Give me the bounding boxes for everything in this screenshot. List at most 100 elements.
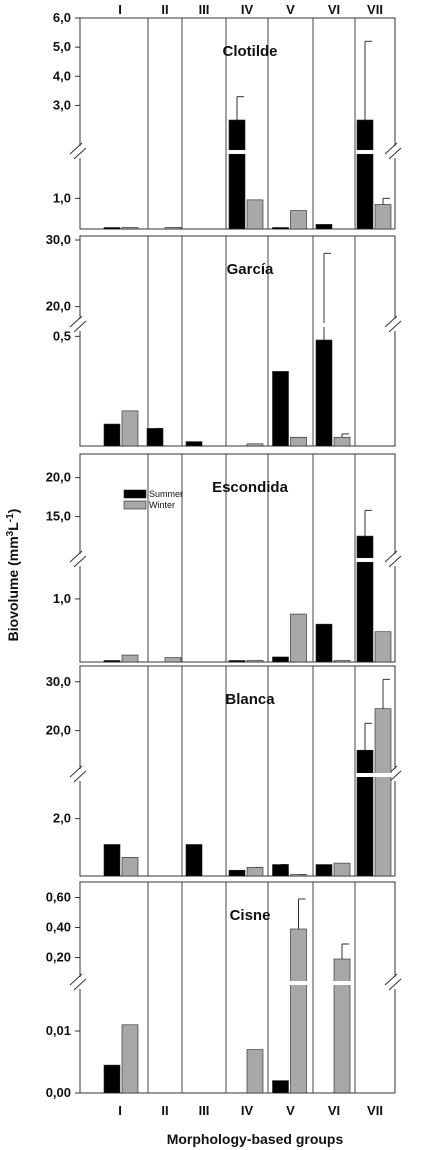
y-tick-label: 0,40 [46, 920, 71, 935]
summer-bar-IV [228, 119, 246, 230]
axis-break-gap [386, 146, 404, 158]
winter-bar-IV [246, 660, 264, 663]
summer-bar-VI [315, 224, 333, 230]
axis-break-mark [384, 142, 398, 155]
y-tick-label: 15,0 [46, 509, 71, 524]
summer-bar-I [103, 423, 121, 447]
top-group-label: IV [241, 2, 254, 17]
summer-bar-I [103, 844, 121, 877]
top-group-label: VI [328, 2, 340, 17]
winter-bar-VI [333, 958, 351, 1094]
winter-bar-IV [246, 443, 264, 447]
y-tick-label: 30,0 [46, 232, 71, 247]
bottom-group-label: VII [367, 1103, 383, 1118]
axis-break-mark [73, 770, 87, 783]
summer-bar-VII [356, 535, 374, 663]
summer-bar-break [228, 150, 246, 154]
bottom-group-labels: I II III IV V VI VII [118, 1103, 383, 1118]
top-group-label: VII [367, 2, 383, 17]
y-tick-label: 20,0 [46, 299, 71, 314]
summer-bar-break [356, 150, 374, 154]
winter-bar-V [290, 928, 307, 1094]
bottom-group-label: II [161, 1103, 168, 1118]
summer-bar-V [272, 864, 289, 877]
bottom-group-label: III [199, 1103, 210, 1118]
winter-bar-I [121, 1024, 139, 1094]
legend-swatch [123, 489, 147, 499]
axis-break-gap [71, 977, 89, 989]
axis-break-mark [388, 147, 402, 160]
panel-title: Escondida [212, 479, 289, 496]
winter-bar-IV [246, 867, 264, 877]
panel-title: Clotilde [223, 43, 278, 60]
panel-title: Blanca [225, 691, 275, 708]
panels-layer: 1,0 6,0 5,0 4,0 3,0 Clotilde 0,5 30,0 20,0 García… [46, 10, 404, 1100]
winter-bar-VI [333, 660, 351, 663]
y-axis-title: Biovolume (mm3L-1) [5, 509, 22, 642]
top-group-label: V [286, 2, 295, 17]
panel-title: Cisne [230, 907, 271, 924]
axis-break-gap [71, 554, 89, 566]
y-tick-label: 0,01 [46, 1023, 71, 1038]
summer-bar-VII [356, 119, 374, 230]
bottom-group-label: I [118, 1103, 122, 1118]
panel-4: 0,01 0,00 0,60 0,40 0,20 Cisne [46, 881, 404, 1100]
axis-break-mark [69, 765, 83, 778]
summer-bar-VII [356, 749, 374, 877]
axis-break-mark [73, 147, 87, 160]
summer-bar-I [103, 227, 121, 230]
winter-bar-break [333, 981, 351, 985]
winter-bar-IV [246, 1049, 264, 1094]
axis-break-mark [388, 320, 402, 333]
summer-bar-V [272, 371, 289, 447]
summer-bar-III [185, 844, 203, 877]
winter-bar-II [164, 657, 182, 663]
axis-break-mark [388, 978, 402, 991]
legend-label: Winter [149, 500, 175, 510]
y-tick-label: 6,0 [53, 10, 71, 25]
y-axis-title-part: L [5, 522, 21, 531]
axis-break-mark [69, 550, 83, 563]
panel-title: García [227, 261, 274, 278]
axis-break-mark [384, 315, 398, 328]
winter-bar-V [290, 436, 307, 447]
winter-bar-I [121, 410, 139, 447]
summer-bar-VI [315, 623, 333, 663]
top-group-labels: I II III IV V VI VII [118, 2, 383, 17]
bottom-group-label: VI [328, 1103, 340, 1118]
summer-bar-break [356, 773, 374, 777]
top-group-label: III [199, 2, 210, 17]
summer-bar-VI [315, 339, 333, 447]
y-axis-title-superscript: -1 [5, 513, 16, 522]
y-tick-label: 20,0 [46, 470, 71, 485]
axis-break-mark [69, 142, 83, 155]
axis-break-gap [71, 319, 89, 331]
summer-bar-II [146, 428, 164, 447]
axis-break-mark [69, 973, 83, 986]
summer-bar-VI [315, 864, 333, 877]
winter-bar-IV [246, 199, 264, 230]
y-tick-label: 0,5 [53, 328, 71, 343]
panel-frame [79, 235, 396, 447]
summer-bar-break [315, 323, 333, 327]
y-tick-label: 30,0 [46, 674, 71, 689]
winter-bar-VI [333, 436, 351, 447]
winter-bar-V [290, 613, 307, 663]
summer-bar-I [103, 660, 121, 663]
winter-bar-I [121, 857, 139, 877]
y-tick-label: 5,0 [53, 39, 71, 54]
top-group-label: I [118, 2, 122, 17]
axis-break-mark [69, 315, 83, 328]
axis-break-mark [73, 978, 87, 991]
summer-bar-break [356, 558, 374, 562]
axis-break-mark [384, 550, 398, 563]
winter-bar-II [164, 227, 182, 230]
y-axis-title-superscript: 3 [5, 530, 16, 536]
summer-bar-V [272, 1080, 289, 1094]
axis-break-mark [384, 973, 398, 986]
panel-0: 1,0 6,0 5,0 4,0 3,0 Clotilde [53, 10, 404, 230]
panel-2: 1,0 20,0 15,0 Escondida [46, 453, 404, 663]
winter-bar-VII [374, 204, 392, 230]
y-tick-label: 20,0 [46, 723, 71, 738]
